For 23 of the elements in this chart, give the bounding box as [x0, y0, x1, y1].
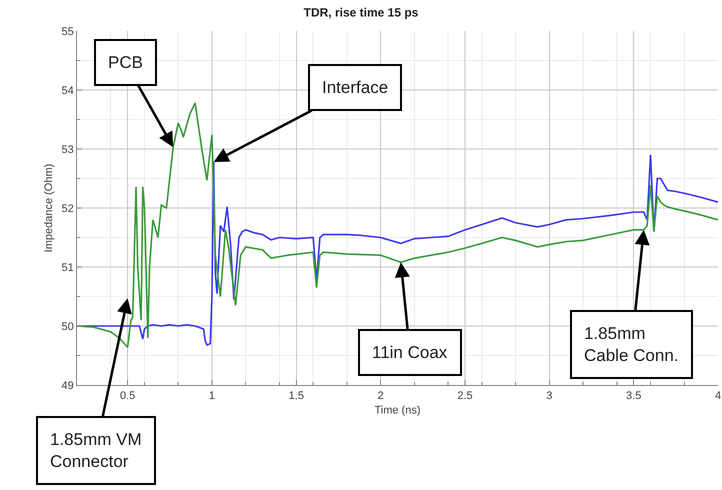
chart-title: TDR, rise time 15 ps: [304, 5, 419, 20]
y-tick-label: 52: [62, 202, 74, 215]
annotation: Interface: [322, 78, 388, 97]
y-tick-label: 54: [62, 84, 74, 97]
y-tick-label: 50: [62, 320, 74, 333]
x-tick-label: 2: [378, 390, 384, 402]
annotation: 1.85mm Cable Conn.: [584, 324, 679, 366]
y-tick-label: 53: [62, 144, 74, 156]
y-axis-title: Impedance (Ohm): [43, 164, 56, 252]
annotation: PCB: [108, 53, 143, 72]
x-tick-label: 1.5: [288, 390, 304, 402]
x-axis-title: Time (ns): [374, 404, 421, 416]
annotation: 1.85mm VM Connector: [50, 430, 142, 472]
x-tick-label: 3: [546, 390, 552, 402]
x-tick-label: 3.5: [626, 390, 642, 402]
y-tick-label: 51: [62, 262, 74, 274]
x-tick-label: 0.5: [120, 390, 136, 402]
y-tick-label: 55: [62, 26, 74, 38]
x-tick-label: 1: [208, 390, 216, 402]
x-tick-label: 4: [714, 390, 722, 402]
y-tick-label: 49: [62, 380, 74, 392]
x-tick-label: 2.5: [457, 390, 473, 402]
annotation: 11in Coax: [372, 343, 448, 362]
